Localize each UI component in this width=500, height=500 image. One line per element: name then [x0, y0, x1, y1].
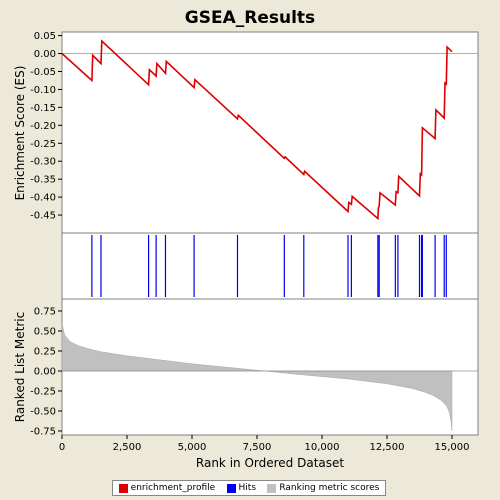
metric-y-tick-label-5: -0.50 [30, 407, 56, 418]
x-tick-label-6: 15,000 [435, 442, 470, 453]
chart-title: GSEA_Results [185, 8, 315, 28]
x-tick-label-1: 2,500 [113, 442, 142, 453]
axes-layer: 0.05 0.00 -0.05 -0.10 -0.15 -0.20 -0.25 -0.30 -0… [30, 31, 469, 453]
metric-y-tick-label-0: 0.75 [34, 307, 56, 318]
x-axis-label: Rank in Ordered Dataset [196, 456, 344, 470]
metric-y-tick-label-4: -0.25 [30, 387, 56, 398]
metric-y-tick-label-3: 0.00 [34, 367, 56, 378]
hits-layer [91, 235, 447, 297]
es-y-tick-label-2: -0.05 [30, 67, 56, 78]
es-y-tick-label-10: -0.45 [30, 211, 56, 222]
legend-swatch-profile [118, 483, 128, 493]
legend-label-metric: Ranking metric scores [279, 483, 380, 493]
x-tick-label-0: 0 [59, 442, 65, 453]
x-tick-label-2: 5,000 [178, 442, 207, 453]
es-y-tick-label-4: -0.15 [30, 103, 56, 114]
es-y-tick-label-0: 0.05 [34, 31, 56, 42]
ranking-metric-area [61, 322, 453, 432]
x-tick-label-3: 7,500 [243, 442, 272, 453]
hits-panel [61, 232, 479, 300]
es-y-tick-label-5: -0.20 [30, 121, 56, 132]
legend-swatch-metric [267, 483, 277, 493]
es-y-tick-label-1: 0.00 [34, 49, 56, 60]
es-y-tick-label-7: -0.30 [30, 157, 56, 168]
x-tick-label-4: 10,000 [305, 442, 340, 453]
legend-item-hits: Hits [226, 483, 257, 493]
es-panel [61, 31, 479, 234]
es-y-tick-label-8: -0.35 [30, 175, 56, 186]
metric-y-tick-label-6: -0.75 [30, 427, 56, 438]
es-y-tick-label-9: -0.40 [30, 193, 56, 204]
legend-item-metric: Ranking metric scores [267, 483, 379, 493]
legend-label-profile: enrichment_profile [130, 483, 216, 493]
metric-y-tick-label-1: 0.50 [34, 327, 56, 338]
legend-label-hits: Hits [238, 483, 257, 493]
es-panel-layer [61, 39, 478, 221]
legend-swatch-hits [226, 483, 236, 493]
metric-layer [61, 322, 478, 432]
es-y-tick-label-3: -0.10 [30, 85, 56, 96]
enrichment-profile-line [61, 39, 453, 221]
legend: enrichment_profile Hits Ranking metric s… [112, 480, 386, 496]
metric-y-tick-label-2: 0.25 [34, 347, 56, 358]
legend-item-profile: enrichment_profile [118, 483, 216, 493]
x-tick-label-5: 12,500 [370, 442, 405, 453]
es-y-tick-label-6: -0.25 [30, 139, 56, 150]
es-y-axis-label: Enrichment Score (ES) [13, 66, 27, 201]
metric-y-axis-label: Ranked List Metric [13, 312, 27, 422]
